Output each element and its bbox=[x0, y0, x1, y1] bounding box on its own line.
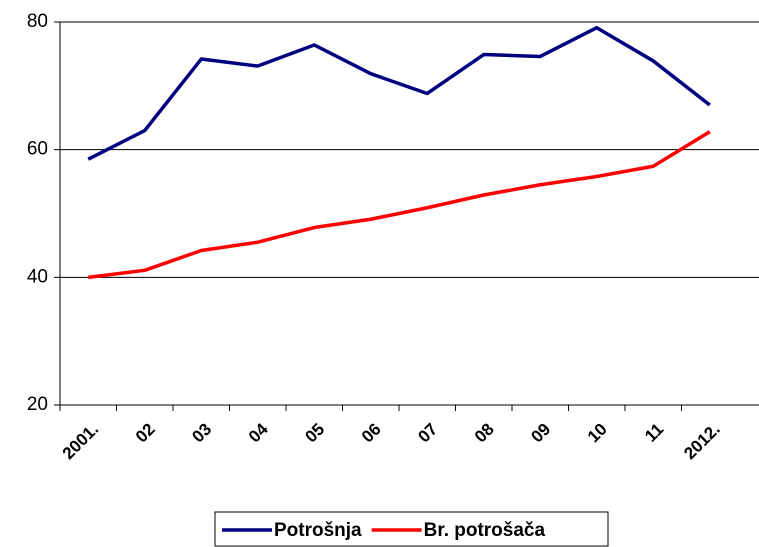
x-tick-label: 07 bbox=[414, 420, 441, 447]
x-tick-label: 2012. bbox=[680, 420, 724, 464]
y-tick-label: 20 bbox=[27, 394, 48, 415]
x-tick-label: 03 bbox=[188, 420, 215, 447]
y-tick-label: 40 bbox=[27, 266, 48, 287]
y-tick-label: 80 bbox=[27, 11, 48, 32]
x-tick-label: 02 bbox=[132, 420, 159, 447]
x-tick-label: 09 bbox=[527, 420, 554, 447]
x-tick-label: 05 bbox=[301, 420, 328, 447]
x-tick-label: 08 bbox=[471, 420, 498, 447]
legend-label: Potrošnja bbox=[274, 520, 362, 541]
line bbox=[88, 130, 711, 280]
line bbox=[87, 25, 711, 161]
x-tick-label: 10 bbox=[584, 420, 611, 447]
x-tick-label: 11 bbox=[641, 420, 667, 446]
legend-label: Br. potrošača bbox=[424, 520, 546, 541]
y-tick-label: 60 bbox=[27, 139, 48, 160]
x-tick-label: 06 bbox=[358, 420, 385, 447]
x-tick-label: 2001. bbox=[59, 420, 103, 464]
x-tick-label: 04 bbox=[245, 419, 272, 446]
